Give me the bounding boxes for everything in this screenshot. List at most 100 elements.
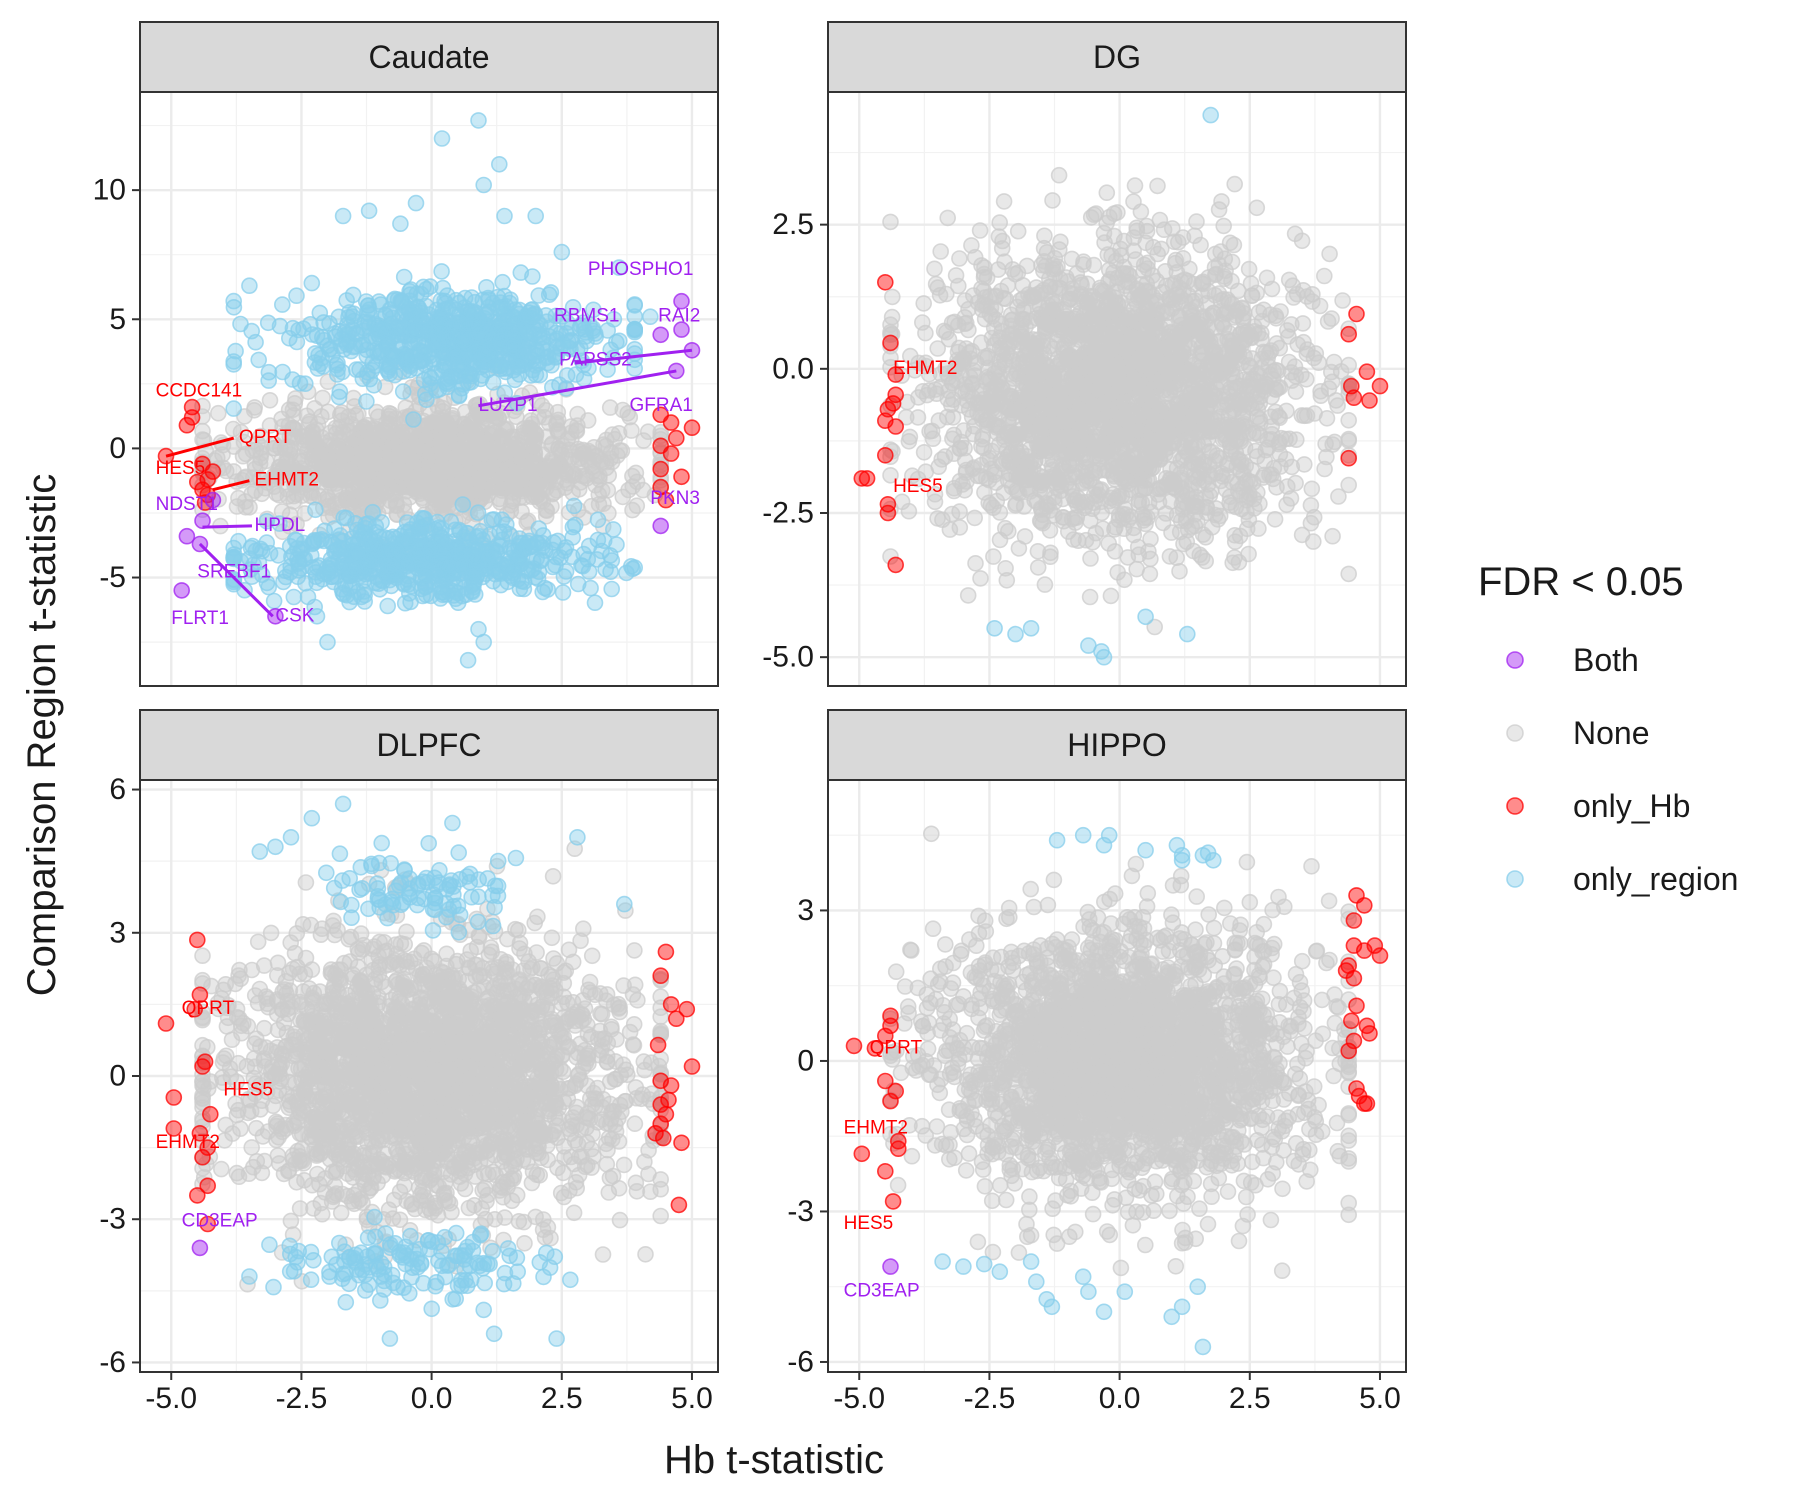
point-none — [1016, 528, 1034, 545]
point-none — [408, 483, 425, 501]
gene-label-hes5: HES5 — [156, 458, 206, 479]
point-only-region — [511, 580, 529, 598]
point-none — [439, 489, 456, 507]
gene-label-luzp1: LUZP1 — [478, 395, 537, 416]
point-none — [1340, 565, 1357, 583]
point-only-region — [626, 320, 644, 338]
point-both — [652, 517, 670, 535]
point-none — [1041, 522, 1059, 539]
point-none — [461, 458, 479, 476]
point-none — [1167, 251, 1185, 269]
point-none — [1330, 488, 1347, 505]
gene-label-qprt: QPRT — [239, 427, 292, 448]
point-none — [537, 507, 555, 525]
point-none — [1303, 480, 1321, 498]
gene-label-hpdl: HPDL — [255, 515, 306, 536]
point-only-region — [392, 215, 409, 232]
point-only-region — [365, 376, 383, 394]
point-only-region — [416, 338, 433, 355]
point-none — [1009, 222, 1027, 240]
point-none — [428, 430, 445, 447]
point-only-region — [483, 543, 501, 560]
point-only-region — [449, 594, 467, 612]
point-only-region — [433, 130, 451, 147]
point-only-region — [365, 537, 383, 555]
point-only-region — [527, 366, 545, 384]
point-only-region — [330, 308, 348, 326]
point-none — [235, 433, 253, 451]
point-only-hb — [667, 429, 685, 447]
point-none — [994, 232, 1011, 250]
point-none — [1098, 214, 1115, 232]
gene-label-phospho1: PHOSPHO1 — [588, 259, 694, 280]
point-only-region — [451, 329, 469, 346]
point-only-region — [357, 293, 375, 310]
point-none — [1036, 576, 1054, 593]
point-none — [639, 423, 657, 441]
point-only-region — [225, 356, 242, 373]
point-only-region — [396, 594, 414, 612]
point-none — [966, 509, 984, 527]
point-none — [1265, 459, 1283, 477]
point-none — [1320, 380, 1338, 397]
y-tick-label: 5 — [109, 303, 126, 336]
point-none — [228, 498, 246, 515]
point-only-region — [247, 333, 264, 351]
point-only-region — [496, 207, 513, 225]
point-only-region — [225, 539, 242, 557]
point-none — [991, 214, 1009, 231]
point-none — [951, 250, 968, 267]
gene-label-csk: CSK — [275, 605, 314, 626]
point-none — [332, 470, 350, 488]
point-only-region — [415, 317, 433, 335]
point-only-region — [364, 354, 381, 372]
point-none — [635, 432, 652, 449]
point-none — [1066, 492, 1084, 509]
point-none — [442, 450, 459, 468]
point-none — [556, 479, 574, 496]
point-none — [320, 491, 337, 509]
point-only-region — [290, 321, 307, 339]
point-none — [579, 412, 597, 429]
point-none — [1050, 166, 1068, 184]
point-none — [939, 209, 957, 227]
point-none — [623, 422, 640, 439]
point-only-region — [531, 326, 549, 344]
point-none — [236, 493, 254, 510]
point-none — [265, 467, 283, 484]
point-none — [503, 430, 521, 448]
point-none — [506, 458, 524, 476]
point-only-region — [413, 509, 431, 527]
point-none — [882, 213, 899, 231]
point-none — [210, 404, 227, 422]
point-only-region — [533, 340, 551, 358]
point-only-region — [352, 336, 370, 354]
point-none — [355, 490, 373, 507]
point-only-hb — [652, 460, 670, 478]
point-only-region — [603, 552, 621, 569]
point-only-region — [356, 593, 374, 610]
point-none — [425, 416, 443, 434]
point-only-region — [603, 580, 621, 598]
point-only-region — [273, 296, 291, 313]
point-only-region — [573, 557, 590, 574]
point-none — [624, 478, 642, 495]
point-only-region — [363, 551, 380, 569]
point-none — [1215, 217, 1232, 235]
point-only-region — [328, 366, 346, 383]
point-none — [523, 415, 541, 433]
point-only-region — [259, 314, 277, 332]
point-only-region — [489, 300, 507, 317]
point-none — [502, 496, 520, 514]
point-none — [652, 423, 670, 441]
point-only-region — [393, 293, 411, 311]
point-none — [565, 467, 582, 485]
point-only-region — [457, 367, 475, 385]
point-only-region — [411, 302, 429, 319]
point-only-region — [553, 243, 571, 261]
gene-label-rai2: RAI2 — [658, 306, 700, 327]
point-none — [1318, 409, 1336, 427]
point-none — [1149, 177, 1166, 195]
